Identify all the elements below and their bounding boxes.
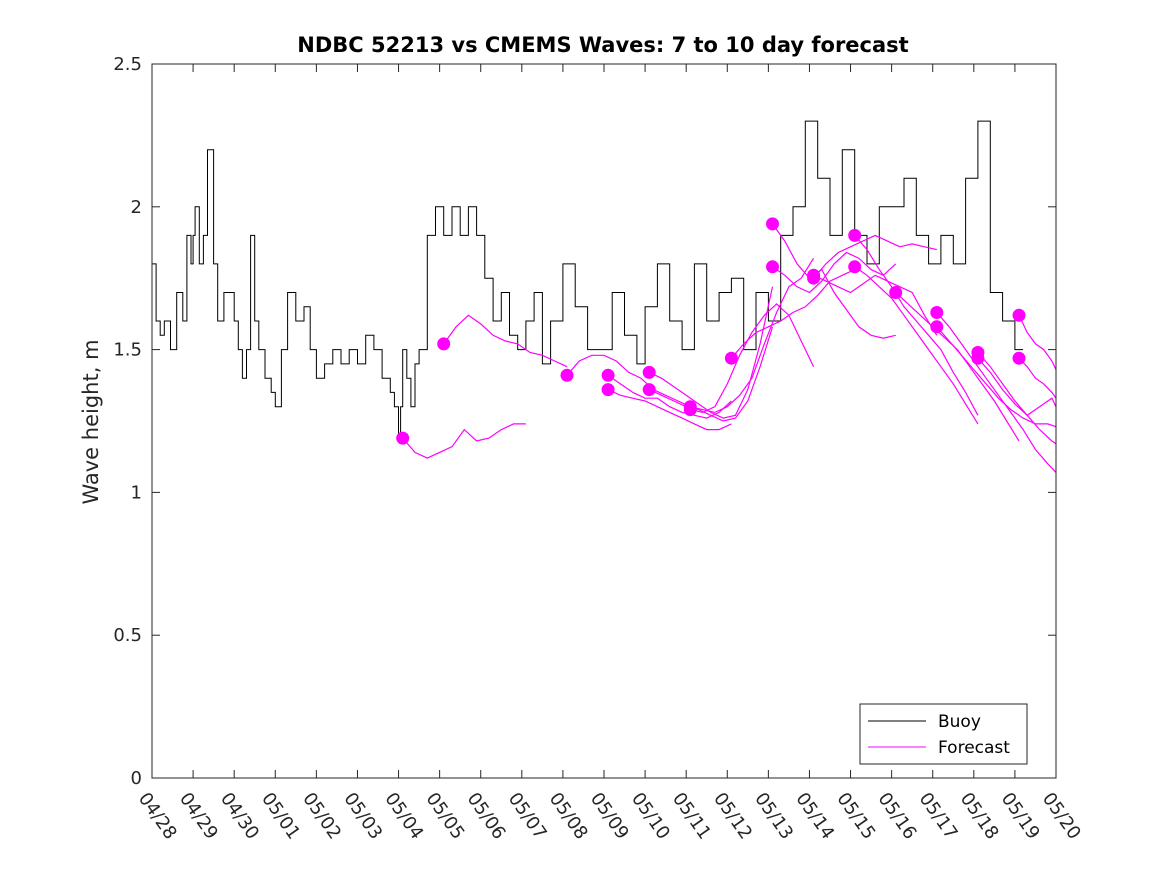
series-line-forecast-run-0 bbox=[402, 423, 526, 459]
forecast-start-point-0 bbox=[396, 431, 410, 445]
forecast-start-point-4 bbox=[601, 383, 615, 397]
legend-box bbox=[859, 703, 1028, 765]
series-line-forecast-run-14 bbox=[854, 235, 979, 416]
series-line-forecast-run-7 bbox=[690, 257, 815, 414]
legend-label-buoy: Buoy bbox=[938, 712, 981, 732]
forecast-start-point-6 bbox=[642, 383, 656, 397]
series-line-forecast-run-13 bbox=[813, 234, 937, 279]
series-line-forecast-run-16 bbox=[895, 292, 1020, 442]
series-line-forecast-run-6 bbox=[648, 326, 774, 422]
series-line-forecast-run-15 bbox=[854, 266, 979, 425]
series-line-forecast-run-4 bbox=[607, 389, 732, 431]
series-line-forecast-run-17 bbox=[936, 312, 1057, 473]
legend-label-forecast: Forecast bbox=[938, 738, 1010, 758]
y-tick-label-0: 0 bbox=[131, 768, 142, 789]
series-line-forecast-run-22 bbox=[1018, 357, 1057, 399]
forecast-start-point-22 bbox=[1012, 351, 1026, 365]
forecast-start-point-16 bbox=[889, 286, 903, 299]
forecast-start-point-3 bbox=[601, 368, 615, 382]
forecast-start-point-18 bbox=[930, 320, 944, 334]
forecast-start-point-5 bbox=[642, 365, 656, 379]
forecast-start-point-11 bbox=[766, 260, 779, 274]
series-line-forecast-run-9 bbox=[730, 269, 855, 359]
forecast-start-point-2 bbox=[560, 368, 574, 382]
legend: Buoy Forecast bbox=[859, 703, 1028, 765]
series-line-forecast-run-8 bbox=[690, 303, 815, 414]
series-line-forecast-run-2 bbox=[566, 354, 691, 408]
y-tick-label-1: 0.5 bbox=[113, 625, 142, 646]
forecast-start-point-8 bbox=[683, 403, 697, 417]
series-line-forecast-run-19 bbox=[977, 352, 1057, 445]
forecast-start-point-17 bbox=[930, 306, 944, 319]
forecast-start-point-14 bbox=[848, 228, 862, 242]
y-tick-label-5: 2.5 bbox=[113, 54, 142, 75]
series-line-forecast-run-11 bbox=[772, 251, 897, 294]
series-line-forecast-run-18 bbox=[936, 326, 1057, 428]
series-line-forecast-run-3 bbox=[607, 374, 732, 419]
y-tick-label-4: 2 bbox=[131, 197, 142, 218]
series-line-forecast-run-10 bbox=[772, 223, 896, 339]
forecast-start-point-20 bbox=[971, 351, 985, 365]
forecast-start-point-10 bbox=[766, 217, 779, 231]
series-line-forecast-run-5 bbox=[648, 286, 774, 419]
forecast-start-point-21 bbox=[1012, 308, 1026, 322]
series-line-forecast-run-20 bbox=[977, 357, 1057, 417]
series-line-forecast-run-21 bbox=[1018, 315, 1057, 370]
forecast-start-point-13 bbox=[807, 271, 821, 285]
forecast-start-point-1 bbox=[437, 337, 451, 351]
series-line-forecast-run-12 bbox=[813, 274, 938, 336]
series-line-forecast-run-1 bbox=[443, 314, 568, 368]
forecast-start-point-9 bbox=[724, 351, 738, 365]
axes-box bbox=[151, 63, 1057, 779]
forecast-start-point-15 bbox=[848, 260, 862, 274]
y-tick-label-2: 1 bbox=[131, 482, 142, 503]
chart-title: NDBC 52213 vs CMEMS Waves: 7 to 10 day f… bbox=[297, 33, 908, 57]
series-line-buoy bbox=[152, 120, 1024, 436]
y-axis-label: Wave height, m bbox=[79, 339, 103, 504]
y-tick-label-3: 1.5 bbox=[113, 340, 142, 361]
